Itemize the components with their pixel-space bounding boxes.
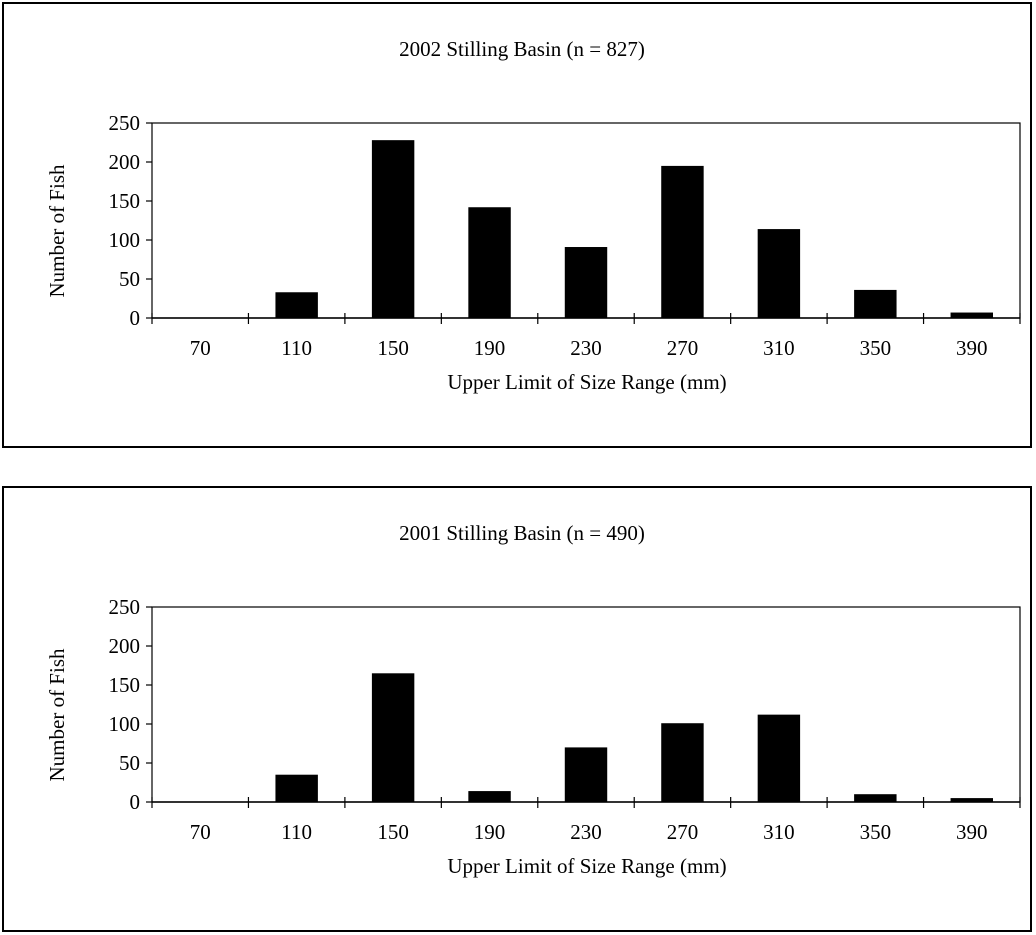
bar-270 [661,723,704,802]
bar-230 [564,747,608,802]
x-tick-label: 390 [956,336,988,360]
x-tick-label: 310 [763,820,795,844]
y-axis-label: Number of Fish [45,648,69,781]
bar-chart-2001: 2001 Stilling Basin (n = 490) 0 50 100 150 2… [45,521,1021,878]
bar-chart-2002: 2002 Stilling Basin (n = 827) 0 50 100 150 2… [45,37,1021,394]
x-tick-label: 230 [570,336,602,360]
x-axis-label: Upper Limit of Size Range (mm) [447,370,726,394]
bar-390 [950,798,993,802]
y-tick-label: 250 [109,111,141,135]
y-tick-label: 50 [119,267,140,291]
bar-270 [661,165,704,318]
chart-panel-2002: 2002 Stilling Basin (n = 827) 0 50 100 150 2… [2,2,1032,448]
x-tick-label: 230 [570,820,602,844]
y-tick-label: 100 [109,228,141,252]
bar-310 [757,714,801,802]
x-tick-label: 70 [190,336,211,360]
bar-190 [468,791,511,802]
chart-title: 2002 Stilling Basin (n = 827) [399,37,645,61]
y-axis-label: Number of Fish [45,164,69,297]
bar-350 [854,289,897,318]
chart-title: 2001 Stilling Basin (n = 490) [399,521,645,545]
bar-150 [371,140,415,318]
x-tick-label: 270 [667,820,699,844]
x-tick-label: 350 [860,336,892,360]
x-axis-label: Upper Limit of Size Range (mm) [447,854,726,878]
y-tick-label: 250 [109,595,141,619]
bar-150 [371,673,415,802]
bar-390 [950,312,993,318]
y-tick-label: 200 [109,634,141,658]
bar-310 [757,229,801,318]
x-tick-label: 110 [281,336,312,360]
chart-panel-2001: 2001 Stilling Basin (n = 490) 0 50 100 150 2… [2,486,1032,932]
x-tick-label: 150 [377,336,409,360]
y-tick-label: 100 [109,712,141,736]
x-tick-label: 190 [474,820,506,844]
y-tick-label: 50 [119,751,140,775]
x-tick-label: 110 [281,820,312,844]
y-tick-label: 200 [109,150,141,174]
x-tick-label: 390 [956,820,988,844]
y-tick-label: 0 [130,306,141,330]
y-tick-label: 150 [109,673,141,697]
y-tick-label: 150 [109,189,141,213]
x-tick-label: 270 [667,336,699,360]
y-tick-label: 0 [130,790,141,814]
x-tick-label: 310 [763,336,795,360]
x-tick-label: 70 [190,820,211,844]
bar-230 [564,247,608,318]
bar-190 [468,207,511,318]
bar-350 [854,794,897,802]
bar-110 [275,774,318,802]
bar-110 [275,292,318,318]
x-tick-label: 150 [377,820,409,844]
x-tick-label: 190 [474,336,506,360]
x-tick-label: 350 [860,820,892,844]
